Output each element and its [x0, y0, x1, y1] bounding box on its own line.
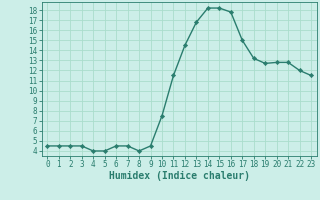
X-axis label: Humidex (Indice chaleur): Humidex (Indice chaleur) [109, 171, 250, 181]
